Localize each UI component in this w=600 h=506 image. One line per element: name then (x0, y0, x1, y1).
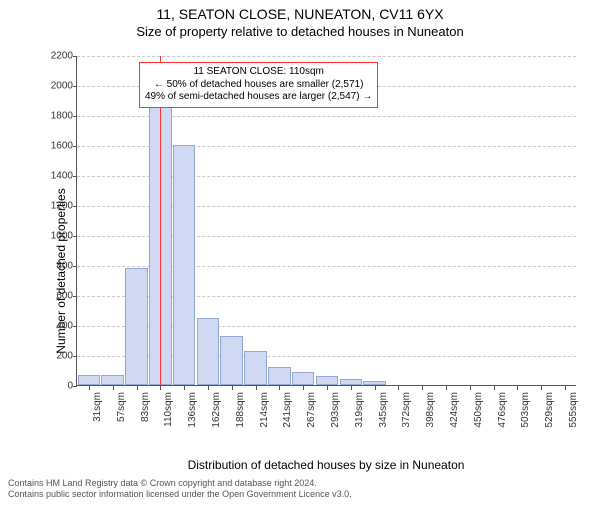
annotation-line: ← 50% of detached houses are smaller (2,… (145, 79, 372, 92)
y-tick-mark (73, 386, 77, 387)
footer-line2: Contains public sector information licen… (8, 489, 352, 500)
histogram-bar (220, 336, 243, 386)
footer-attribution: Contains HM Land Registry data © Crown c… (8, 478, 352, 501)
histogram-bar (101, 375, 124, 386)
y-tick-label: 600 (43, 291, 73, 302)
x-tick-label: 372sqm (401, 392, 412, 428)
x-tick-mark (565, 386, 566, 390)
x-tick-mark (160, 386, 161, 390)
y-tick-mark (73, 56, 77, 57)
y-tick-label: 1600 (43, 141, 73, 152)
y-tick-label: 1800 (43, 111, 73, 122)
histogram-chart: Number of detached properties 0200400600… (40, 56, 580, 426)
histogram-bar (78, 375, 101, 386)
x-tick-mark (208, 386, 209, 390)
y-tick-mark (73, 116, 77, 117)
page-title-line1: 11, SEATON CLOSE, NUNEATON, CV11 6YX (0, 6, 600, 22)
x-tick-mark (446, 386, 447, 390)
y-tick-label: 1400 (43, 171, 73, 182)
histogram-bar (292, 372, 315, 386)
x-tick-label: 214sqm (259, 392, 270, 428)
x-tick-mark (327, 386, 328, 390)
x-tick-mark (232, 386, 233, 390)
y-tick-label: 200 (43, 351, 73, 362)
x-tick-label: 555sqm (568, 392, 579, 428)
x-tick-label: 450sqm (473, 392, 484, 428)
x-tick-mark (398, 386, 399, 390)
x-tick-label: 162sqm (211, 392, 222, 428)
x-tick-mark (517, 386, 518, 390)
x-tick-mark (279, 386, 280, 390)
x-tick-mark (470, 386, 471, 390)
y-tick-mark (73, 146, 77, 147)
x-tick-mark (89, 386, 90, 390)
grid-line (77, 56, 576, 57)
y-tick-mark (73, 176, 77, 177)
histogram-bar (125, 268, 148, 385)
x-axis-title: Distribution of detached houses by size … (76, 458, 576, 472)
annotation-line: 11 SEATON CLOSE: 110sqm (145, 66, 372, 79)
y-tick-mark (73, 266, 77, 267)
x-tick-label: 319sqm (354, 392, 365, 428)
histogram-bar (197, 318, 220, 386)
x-tick-label: 503sqm (520, 392, 531, 428)
histogram-bar (173, 145, 196, 385)
x-tick-mark (422, 386, 423, 390)
x-tick-mark (113, 386, 114, 390)
plot-area: 0200400600800100012001400160018002000220… (76, 56, 576, 386)
y-tick-label: 400 (43, 321, 73, 332)
annotation-box: 11 SEATON CLOSE: 110sqm← 50% of detached… (139, 62, 378, 108)
x-tick-label: 110sqm (163, 392, 174, 427)
x-tick-mark (184, 386, 185, 390)
y-tick-mark (73, 206, 77, 207)
x-tick-mark (137, 386, 138, 390)
y-tick-mark (73, 236, 77, 237)
y-tick-label: 2000 (43, 81, 73, 92)
x-tick-label: 398sqm (425, 392, 436, 428)
x-tick-mark (303, 386, 304, 390)
footer-line1: Contains HM Land Registry data © Crown c… (8, 478, 352, 489)
x-tick-label: 267sqm (306, 392, 317, 428)
x-tick-mark (375, 386, 376, 390)
page-title-line2: Size of property relative to detached ho… (0, 24, 600, 39)
y-tick-mark (73, 326, 77, 327)
x-tick-mark (256, 386, 257, 390)
y-tick-label: 1200 (43, 201, 73, 212)
histogram-bar (363, 381, 386, 385)
x-tick-label: 424sqm (449, 392, 460, 428)
x-tick-label: 293sqm (330, 392, 341, 428)
y-tick-label: 800 (43, 261, 73, 272)
y-tick-mark (73, 356, 77, 357)
y-tick-label: 0 (43, 381, 73, 392)
x-tick-mark (351, 386, 352, 390)
x-tick-label: 57sqm (116, 392, 127, 422)
x-tick-mark (494, 386, 495, 390)
x-tick-label: 529sqm (544, 392, 555, 428)
histogram-bar (316, 376, 339, 385)
x-tick-label: 136sqm (187, 392, 198, 428)
x-tick-label: 31sqm (92, 392, 103, 422)
histogram-bar (244, 351, 267, 386)
x-tick-label: 83sqm (140, 392, 151, 422)
x-tick-label: 476sqm (497, 392, 508, 428)
x-tick-mark (541, 386, 542, 390)
x-tick-label: 188sqm (235, 392, 246, 428)
histogram-bar (268, 367, 291, 385)
x-tick-label: 241sqm (282, 392, 293, 428)
annotation-line: 49% of semi-detached houses are larger (… (145, 91, 372, 104)
y-tick-mark (73, 86, 77, 87)
y-tick-label: 2200 (43, 51, 73, 62)
y-tick-mark (73, 296, 77, 297)
histogram-bar (340, 379, 363, 385)
x-tick-label: 345sqm (378, 392, 389, 428)
y-tick-label: 1000 (43, 231, 73, 242)
